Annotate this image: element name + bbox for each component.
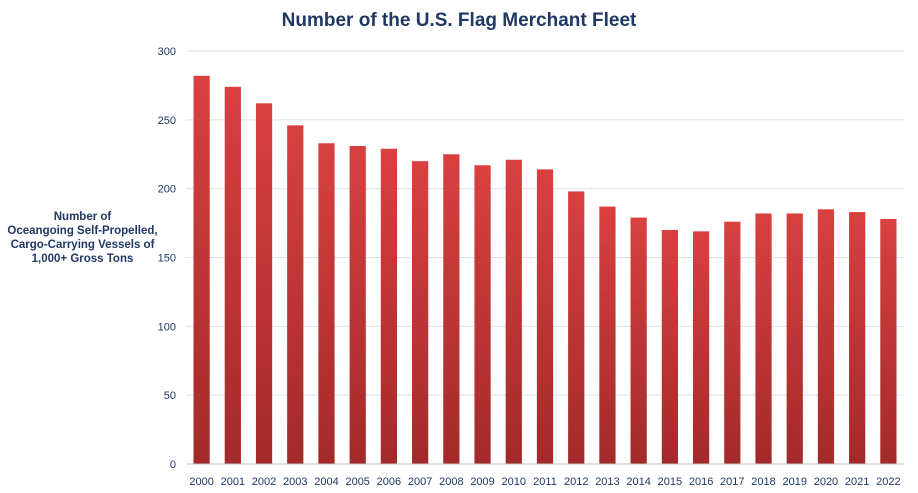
y-tick-label-50: 50 bbox=[164, 390, 176, 402]
bar-2007 bbox=[412, 161, 429, 464]
x-tick-label-2020: 2020 bbox=[814, 476, 838, 488]
x-tick-label-2010: 2010 bbox=[502, 476, 526, 488]
x-tick-label-2021: 2021 bbox=[845, 476, 869, 488]
x-tick-label-2022: 2022 bbox=[876, 476, 900, 488]
bar-2013 bbox=[599, 206, 616, 464]
x-tick-label-2015: 2015 bbox=[658, 476, 682, 488]
x-tick-label-2019: 2019 bbox=[782, 476, 806, 488]
bar-2015 bbox=[661, 229, 678, 464]
bar-2011 bbox=[536, 169, 554, 465]
bar-2020 bbox=[817, 209, 835, 464]
y-axis-label-line-4: 1,000+ Gross Tons bbox=[31, 253, 134, 265]
y-tick-label-250: 250 bbox=[158, 115, 176, 127]
x-tick-label-2017: 2017 bbox=[720, 476, 744, 488]
bar-2008 bbox=[443, 154, 460, 464]
y-axis-label: Number of Oceangoing Self-Propelled, Car… bbox=[0, 210, 165, 266]
x-tick-label-2012: 2012 bbox=[564, 476, 588, 488]
bar-2003 bbox=[287, 125, 304, 464]
bar-2014 bbox=[630, 217, 647, 464]
bar-2022 bbox=[880, 218, 897, 464]
x-tick-label-2005: 2005 bbox=[345, 476, 369, 488]
y-tick-label-150: 150 bbox=[158, 253, 176, 265]
x-tick-label-2009: 2009 bbox=[470, 476, 494, 488]
bars bbox=[193, 75, 897, 465]
x-tick-label-2001: 2001 bbox=[221, 476, 245, 488]
x-tick-label-2004: 2004 bbox=[314, 476, 338, 488]
y-axis-label-line-3: Cargo-Carrying Vessels of bbox=[10, 239, 155, 251]
bar-2018 bbox=[755, 213, 772, 464]
bar-2010 bbox=[505, 159, 522, 465]
bar-2001 bbox=[224, 86, 241, 464]
y-tick-label-100: 100 bbox=[158, 321, 176, 333]
bar-2017 bbox=[724, 221, 741, 464]
bar-2006 bbox=[380, 148, 398, 464]
x-tick-label-2014: 2014 bbox=[626, 476, 650, 488]
x-tick-label-2003: 2003 bbox=[283, 476, 307, 488]
bar-2019 bbox=[786, 213, 803, 464]
chart-title: Number of the U.S. Flag Merchant Fleet bbox=[281, 10, 637, 31]
x-tick-label-2013: 2013 bbox=[595, 476, 619, 488]
x-tick-label-2007: 2007 bbox=[408, 476, 432, 488]
y-axis-label-line-1: Number of bbox=[53, 211, 112, 223]
x-tick-label-2018: 2018 bbox=[751, 476, 775, 488]
y-tick-label-200: 200 bbox=[158, 184, 176, 196]
x-tick-label-2002: 2002 bbox=[252, 476, 276, 488]
y-tick-label-0: 0 bbox=[170, 459, 176, 471]
bar-2004 bbox=[318, 143, 335, 464]
bar-2021 bbox=[849, 212, 866, 464]
bar-2000 bbox=[193, 75, 210, 464]
x-tick-label-2000: 2000 bbox=[189, 476, 213, 488]
axes: 0 50 100 150 200 250 300 2000 2001 2002 2003 2004 20… bbox=[158, 46, 904, 488]
bar-2005 bbox=[349, 145, 366, 465]
x-tick-label-2016: 2016 bbox=[689, 476, 713, 488]
x-tick-label-2011: 2011 bbox=[533, 476, 557, 488]
bar-2002 bbox=[255, 103, 273, 465]
bar-2009 bbox=[474, 165, 491, 464]
x-tick-label-2008: 2008 bbox=[439, 476, 463, 488]
bar-2012 bbox=[568, 191, 585, 465]
y-tick-label-300: 300 bbox=[158, 46, 176, 58]
x-tick-label-2006: 2006 bbox=[377, 476, 401, 488]
y-axis-label-line-2: Oceangoing Self-Propelled, bbox=[7, 225, 158, 237]
bar-2016 bbox=[692, 231, 710, 464]
